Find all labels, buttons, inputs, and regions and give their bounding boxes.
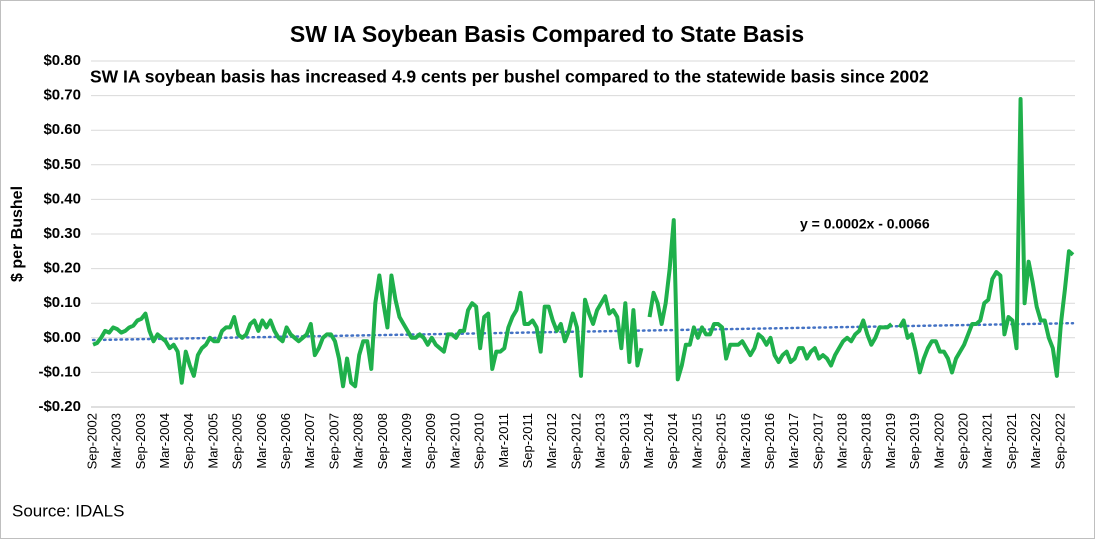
x-tick-label: Sep-2011 [520,413,535,468]
x-tick-label: Mar-2016 [738,413,753,469]
x-tick-label: Sep-2015 [714,413,729,469]
trend-equation: y = 0.0002x - 0.0066 [800,216,930,232]
x-tick-label: Sep-2006 [278,413,293,469]
y-tick-label: $0.80 [43,52,81,69]
x-tick-label: Mar-2022 [1028,413,1043,469]
x-tick-label: Mar-2013 [593,413,608,469]
x-tick-label: Mar-2005 [205,413,220,469]
y-tick-label: $0.00 [43,329,81,346]
x-tick-label: Mar-2020 [931,413,946,469]
x-tick-label: Mar-2010 [447,413,462,469]
x-tick-label: Sep-2019 [907,413,922,469]
y-tick-label: -$0.20 [38,398,81,415]
x-tick-label: Mar-2012 [544,413,559,469]
x-tick-label: Sep-2004 [181,413,196,469]
x-tick-label: Sep-2012 [568,413,583,469]
x-tick-label: Sep-2022 [1052,413,1067,469]
subtitle: SW IA soybean basis has increased 4.9 ce… [90,67,929,87]
x-tick-label: Mar-2018 [835,413,850,469]
x-tick-label: Mar-2014 [641,413,656,469]
x-tick-label: Sep-2017 [810,413,825,469]
x-tick-label: Sep-2007 [326,413,341,469]
x-tick-label: Sep-2002 [84,413,99,469]
series-line [92,97,1075,389]
x-tick-label: Sep-2020 [956,413,971,469]
y-tick-label: $0.30 [43,225,81,242]
y-axis-title: $ per Bushel [9,186,26,282]
x-tick-label: Sep-2008 [375,413,390,469]
x-tick-label: Sep-2010 [472,413,487,469]
x-tick-label: Sep-2003 [133,413,148,469]
y-tick-label: $0.70 [43,87,81,104]
x-tick-label: Mar-2003 [109,413,124,469]
x-tick-label: Mar-2019 [883,413,898,469]
y-tick-label: $0.20 [43,260,81,277]
y-tick-label: $0.10 [43,294,81,311]
y-tick-label: $0.60 [43,121,81,138]
x-tick-label: Sep-2021 [1004,413,1019,469]
y-tick-label: -$0.10 [38,363,81,380]
x-tick-label: Sep-2005 [230,413,245,469]
x-tick-label: Mar-2004 [157,413,172,469]
x-tick-label: Mar-2011 [496,413,511,468]
x-tick-label: Sep-2018 [859,413,874,469]
x-tick-label: Mar-2008 [351,413,366,469]
x-tick-label: Sep-2016 [762,413,777,469]
x-tick-label: Sep-2009 [423,413,438,469]
x-tick-label: Sep-2013 [617,413,632,469]
x-tick-label: Mar-2017 [786,413,801,469]
x-tick-label: Sep-2014 [665,413,680,469]
x-tick-label: Mar-2009 [399,413,414,469]
y-tick-label: $0.50 [43,156,81,173]
source: Source: IDALS [12,501,124,520]
x-tick-label: Mar-2021 [980,413,995,469]
chart-title: SW IA Soybean Basis Compared to State Ba… [290,21,804,47]
x-tick-label: Mar-2015 [689,413,704,469]
x-tick-label: Mar-2007 [302,413,317,469]
y-tick-label: $0.40 [43,190,81,207]
x-tick-label: Mar-2006 [254,413,269,469]
